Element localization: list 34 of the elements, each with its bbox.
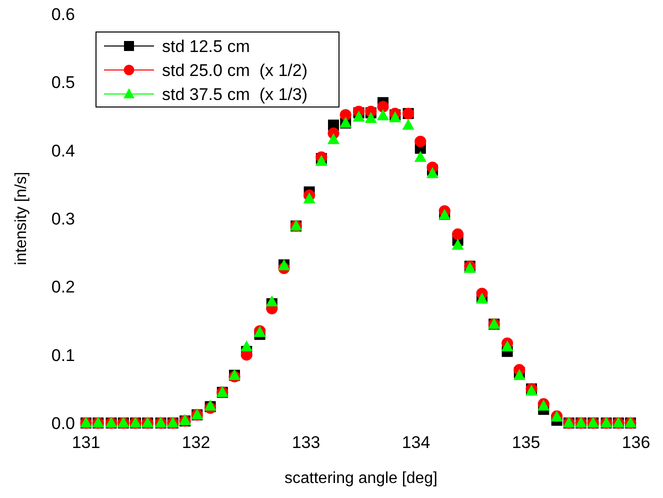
point — [452, 238, 464, 250]
point — [426, 167, 439, 178]
x-tick-label: 135 — [512, 433, 540, 452]
x-axis-title: scattering angle [deg] — [284, 470, 438, 487]
legend-label: std 25.0 cm (x 1/2) — [162, 61, 308, 80]
legend-label: std 37.5 cm (x 1/3) — [162, 85, 308, 104]
x-tick-label: 132 — [182, 433, 210, 452]
y-tick-label: 0.2 — [51, 278, 75, 297]
x-tick-label: 131 — [72, 433, 100, 452]
point — [240, 340, 253, 352]
point — [266, 295, 278, 306]
point — [327, 133, 340, 144]
x-tick-label: 136 — [622, 433, 650, 452]
point — [376, 109, 390, 120]
point — [414, 136, 426, 148]
y-tick-label: 0.1 — [51, 346, 75, 365]
point — [452, 228, 464, 240]
y-tick-label: 0.3 — [51, 210, 75, 228]
y-tick-label: 0.5 — [51, 73, 75, 92]
y-tick-label: 0.4 — [51, 141, 75, 160]
legend-label: std 12.5 cm — [162, 37, 250, 56]
y-tick-label: 0.0 — [51, 414, 75, 433]
point — [303, 192, 316, 204]
x-tick-label: 133 — [292, 433, 320, 452]
point — [414, 150, 426, 162]
point — [402, 118, 414, 130]
y-axis-title: intensity [n/s] — [13, 172, 30, 266]
point — [340, 109, 352, 121]
y-tick-label: 0.6 — [51, 5, 75, 24]
point — [501, 340, 514, 352]
point — [364, 112, 377, 123]
point — [352, 110, 365, 122]
point — [377, 100, 389, 112]
x-tick-label: 134 — [402, 433, 430, 452]
